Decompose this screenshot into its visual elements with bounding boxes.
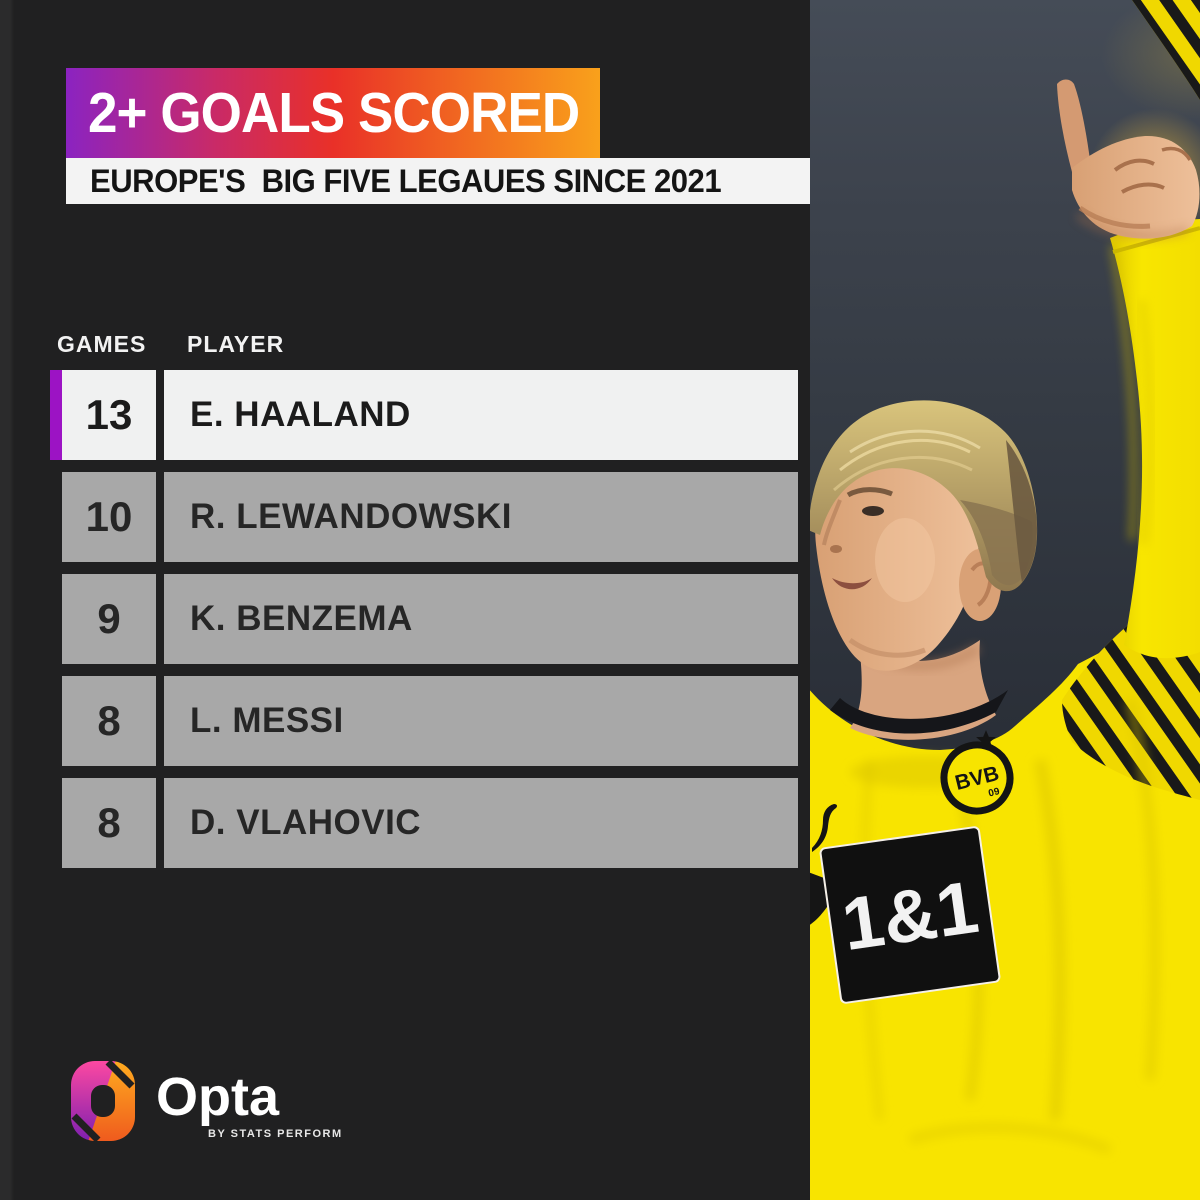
eye (862, 506, 884, 516)
title-bar: 2+ GOALS SCORED (66, 68, 600, 158)
bvb-badge: BVB 09 (940, 741, 1014, 815)
games-cell: 8 (62, 778, 156, 868)
stats-table: 13 E. HAALAND 10 R. LEWANDOWSKI 9 K. BEN… (50, 370, 798, 880)
player-cell: L. MESSI (164, 676, 798, 766)
puma-logo-icon (812, 804, 838, 852)
row-accent-bar (50, 472, 62, 562)
cell-gap (156, 574, 164, 664)
player-photo: BVB 09 1&1 (810, 0, 1200, 1200)
opta-logo-icon (70, 1059, 136, 1147)
player-cell: E. HAALAND (164, 370, 798, 460)
column-header-games: GAMES (57, 331, 147, 357)
player-cell: K. BENZEMA (164, 574, 798, 664)
games-cell: 8 (62, 676, 156, 766)
eyebrow (846, 487, 893, 498)
svg-text:09: 09 (987, 786, 1001, 799)
opta-wordmark: Opta (156, 1067, 280, 1127)
cell-gap (156, 370, 164, 460)
player-cell: R. LEWANDOWSKI (164, 472, 798, 562)
games-cell: 9 (62, 574, 156, 664)
table-row: 13 E. HAALAND (50, 370, 798, 460)
row-accent-bar (50, 370, 62, 460)
table-row: 9 K. BENZEMA (50, 574, 798, 664)
hair (810, 400, 1038, 592)
games-cell: 13 (62, 370, 156, 460)
row-accent-bar (50, 778, 62, 868)
page-subtitle: EUROPE'S BIG FIVE LEGAUES SINCE 2021 (90, 162, 722, 199)
face (815, 439, 1001, 671)
pointing-hand (1057, 79, 1200, 240)
svg-text:1&1: 1&1 (837, 865, 983, 966)
shirt-sleeve (1110, 219, 1200, 659)
mouth (832, 578, 872, 590)
table-row: 10 R. LEWANDOWSKI (50, 472, 798, 562)
page-title: 2+ GOALS SCORED (88, 81, 580, 145)
row-accent-bar (50, 676, 62, 766)
games-cell: 10 (62, 472, 156, 562)
column-header-player: PLAYER (187, 331, 285, 357)
haaland-figure: BVB 09 1&1 (810, 0, 1200, 1200)
cell-gap (156, 676, 164, 766)
nose (822, 499, 842, 546)
cell-gap (156, 778, 164, 868)
corner-sleeve-stripes (1132, 0, 1200, 100)
subtitle-bar: EUROPE'S BIG FIVE LEGAUES SINCE 2021 (66, 158, 813, 204)
table-row: 8 D. VLAHOVIC (50, 778, 798, 868)
opta-sub-brand: BY STATS PERFORM (208, 1128, 343, 1140)
sponsor-patch-1and1: 1&1 (819, 826, 1001, 1004)
player-cell: D. VLAHOVIC (164, 778, 798, 868)
cell-gap (156, 472, 164, 562)
table-row: 8 L. MESSI (50, 676, 798, 766)
row-accent-bar (50, 574, 62, 664)
